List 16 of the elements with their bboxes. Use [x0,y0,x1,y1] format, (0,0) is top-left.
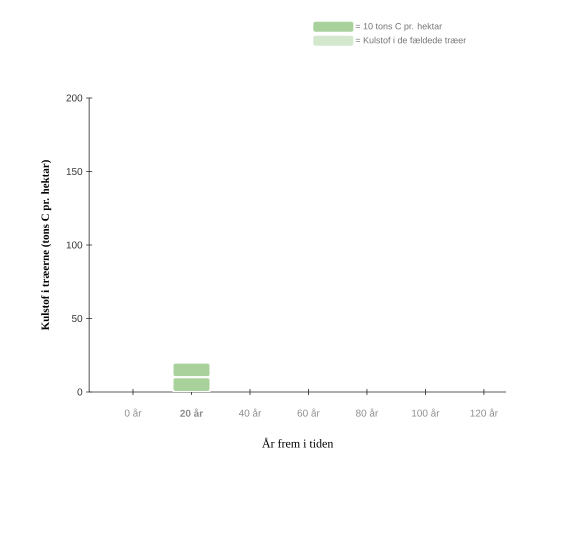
y-tick-label: 150 [66,168,82,176]
x-tick-label: 20 år [180,408,203,417]
legend-label: = Kulstof i de fældede træer [356,36,466,44]
y-axis-title: Kulstof i træerne (tons C pr. hektar) [41,160,52,330]
y-tick-label: 200 [66,94,82,102]
x-tick-label: 40 år [238,408,262,417]
x-tick-label: 100 år [412,408,440,417]
x-tick-label: 0 år [124,408,142,417]
x-tick-label: 80 år [356,408,378,417]
y-tick-label: 100 [66,241,82,249]
x-tick-label: 120 år [470,408,498,417]
y-tick-label: 0 [77,388,82,396]
y-tick-label: 50 [72,314,82,322]
legend-label: = 10 tons C pr. hektar [356,22,442,32]
x-axis-title: År frem i tiden [262,438,334,448]
x-tick-label: 60 år [298,408,320,417]
